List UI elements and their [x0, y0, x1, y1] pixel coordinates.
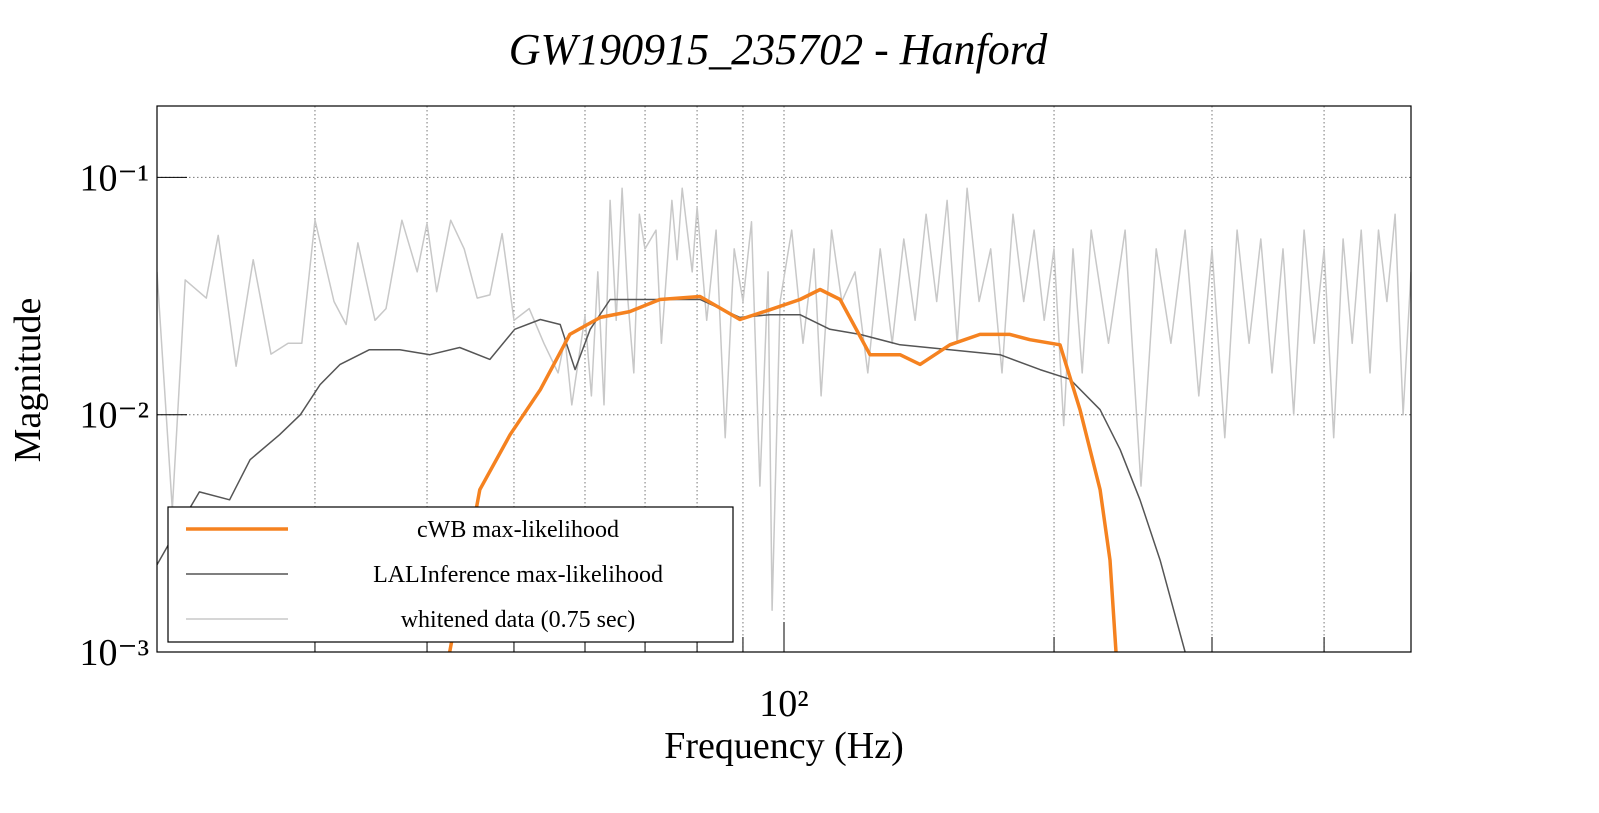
- y-tick-label: 10⁻¹: [80, 157, 149, 199]
- chart-title: GW190915_235702 - Hanford: [509, 25, 1049, 74]
- legend-label: cWB max-likelihood: [417, 517, 619, 543]
- legend-label: LALInference max-likelihood: [373, 562, 663, 588]
- series-line: [447, 287, 1118, 652]
- series-line: [157, 187, 1411, 611]
- x-axis-label: Frequency (Hz): [664, 725, 904, 767]
- y-axis-label: Magnitude: [7, 298, 49, 463]
- y-tick-label: 10⁻²: [80, 395, 149, 437]
- y-tick-label: 10⁻³: [80, 632, 149, 674]
- series-line: [157, 298, 1186, 652]
- x-tick-label: 10²: [759, 683, 808, 725]
- legend-label: whitened data (0.75 sec): [401, 607, 636, 633]
